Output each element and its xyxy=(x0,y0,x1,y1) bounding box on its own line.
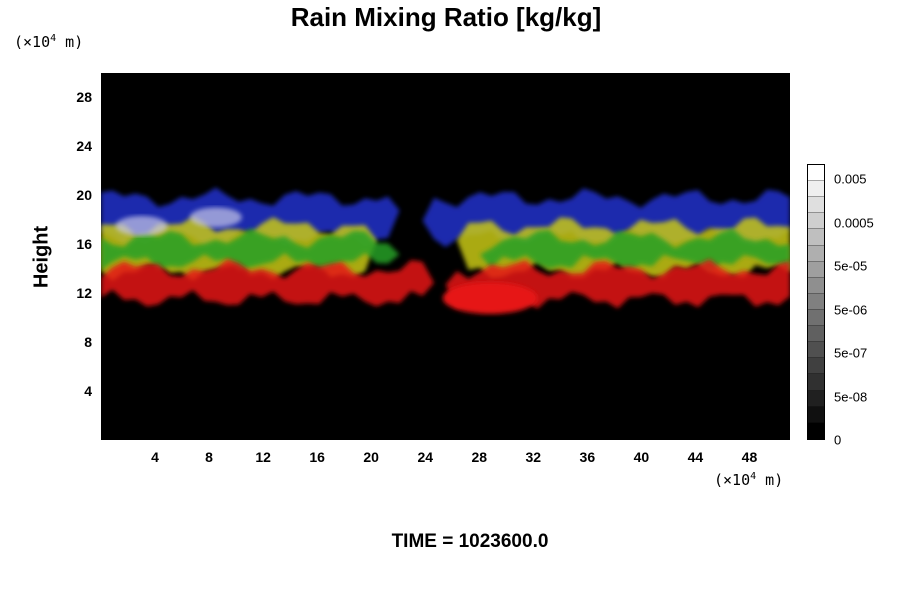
y-tick-label: 4 xyxy=(84,383,92,400)
colorbar-tick-label: 0.0005 xyxy=(834,215,874,230)
time-label: TIME = 1023600.0 xyxy=(391,531,549,552)
rain-layer xyxy=(101,216,790,281)
colorbar-tick-label: 5e-08 xyxy=(834,389,868,404)
colorbar-level xyxy=(808,406,824,423)
x-tick-label: 44 xyxy=(687,449,704,465)
colorbar-level xyxy=(808,213,824,230)
y-tick-label: 28 xyxy=(76,89,92,106)
y-tick-label: 20 xyxy=(76,187,92,204)
y-unit-label: (×104 m) xyxy=(14,33,84,51)
rain-highlight xyxy=(115,215,168,236)
colorbar-level xyxy=(808,422,824,439)
x-tick-label: 48 xyxy=(741,449,758,465)
colorbar-level xyxy=(808,374,824,391)
colorbar-tick-label: 5e-07 xyxy=(834,345,868,361)
colorbar-level xyxy=(808,245,824,262)
y-tick-label: 12 xyxy=(76,285,92,302)
colorbar-level xyxy=(808,326,824,343)
y-axis-label: Height xyxy=(30,225,53,289)
x-tick-label: 20 xyxy=(363,449,379,465)
rain-blob xyxy=(442,282,538,314)
colorbar-level xyxy=(808,197,824,214)
colorbar-tick-label: 5e-05 xyxy=(834,258,868,274)
x-tick-label: 32 xyxy=(525,449,542,465)
x-tick-label: 4 xyxy=(151,449,159,465)
colorbar-level xyxy=(808,342,824,359)
rain-layer xyxy=(101,258,790,309)
colorbar-level xyxy=(808,165,824,182)
chart-title: Rain Mixing Ratio [kg/kg] xyxy=(290,2,602,32)
x-unit-label: (×104 m) xyxy=(714,471,784,489)
x-tick-label: 28 xyxy=(471,449,488,465)
colorbar-tick-label: 0 xyxy=(834,432,842,448)
x-tick-label: 16 xyxy=(309,449,325,465)
colorbar-tick-label: 0.005 xyxy=(834,171,867,187)
x-tick-label: 12 xyxy=(255,449,271,465)
colorbar-level xyxy=(808,261,824,278)
colorbar-tick-label: 5e-06 xyxy=(834,302,868,317)
colorbar-level xyxy=(808,181,824,198)
colorbar-level xyxy=(808,293,824,310)
rain-layer xyxy=(101,228,790,273)
plot-area xyxy=(101,73,790,440)
colorbar-level xyxy=(808,309,824,327)
colorbar-level xyxy=(808,390,824,407)
y-tick-label: 24 xyxy=(76,138,92,155)
rain-field xyxy=(101,187,790,314)
y-tick-label: 8 xyxy=(84,334,92,351)
colorbar-level xyxy=(808,229,824,246)
colorbar-level xyxy=(808,277,824,294)
x-tick-label: 24 xyxy=(417,449,434,465)
y-tick-label: 16 xyxy=(76,236,92,253)
colorbar xyxy=(807,164,825,440)
x-tick-label: 8 xyxy=(205,449,213,465)
colorbar-level xyxy=(808,358,824,375)
rain-highlight xyxy=(189,207,242,228)
x-tick-label: 36 xyxy=(579,449,596,465)
x-tick-label: 40 xyxy=(633,449,650,465)
